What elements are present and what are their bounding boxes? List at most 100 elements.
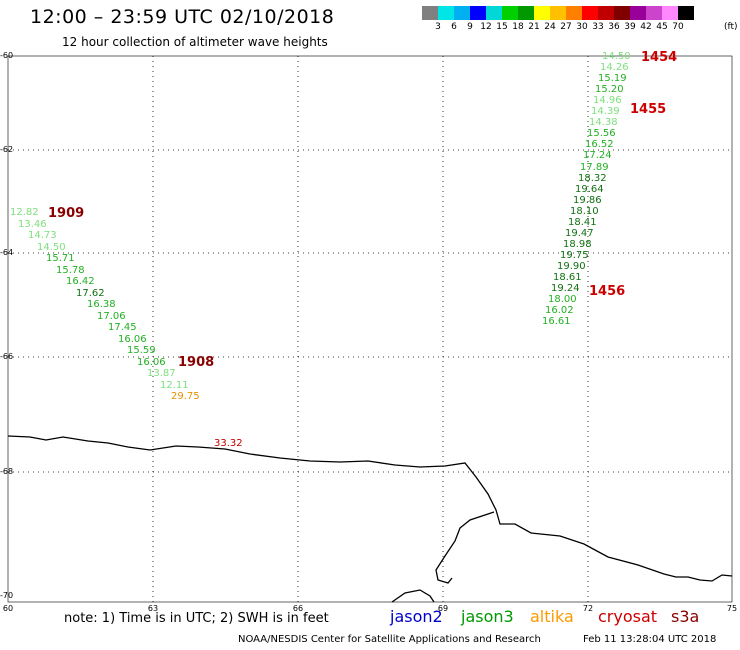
latitude-label: -64 bbox=[0, 248, 14, 257]
wave-height-obs: 17.45 bbox=[108, 322, 137, 333]
wave-height-obs: 14.50 bbox=[37, 241, 66, 253]
scale-label: 12 bbox=[480, 22, 492, 32]
wave-height-obs: 17.89 bbox=[580, 161, 609, 173]
longitude-label: 66 bbox=[292, 604, 304, 613]
scale-label: 6 bbox=[451, 22, 457, 32]
wave-height-obs: 29.75 bbox=[171, 391, 200, 402]
scale-swatch bbox=[598, 6, 614, 20]
scale-swatch bbox=[518, 6, 534, 20]
wave-height-obs: 19.75 bbox=[560, 249, 589, 261]
scale-swatch bbox=[646, 6, 662, 20]
wave-height-obs: 14.50 bbox=[602, 51, 631, 62]
scale-swatch bbox=[630, 6, 646, 20]
wave-height-obs: 19.64 bbox=[575, 183, 604, 195]
wave-height-obs: 15.19 bbox=[598, 73, 627, 85]
scale-label: 15 bbox=[496, 22, 508, 32]
scale-swatch bbox=[438, 6, 454, 20]
longitude-label: 60 bbox=[2, 604, 14, 613]
wave-height-obs: 16.02 bbox=[545, 305, 574, 317]
pass-time-label: 1454 bbox=[641, 50, 678, 65]
pass-time-label: 1456 bbox=[589, 284, 626, 299]
antarctic-coastline bbox=[7, 435, 733, 582]
credit-line: NOAA/NESDIS Center for Satellite Applica… bbox=[238, 634, 541, 645]
wave-height-obs: 14.26 bbox=[600, 62, 629, 74]
footer-note: note: 1) Time is in UTC; 2) SWH is in fe… bbox=[64, 611, 329, 626]
scale-swatch bbox=[582, 6, 598, 20]
scale-label: 18 bbox=[512, 22, 524, 32]
wave-height-obs: 14.39 bbox=[591, 106, 620, 118]
wave-height-obs: 18.10 bbox=[570, 205, 599, 217]
scale-label: 33 bbox=[592, 22, 604, 32]
scale-unit: (ft) bbox=[724, 22, 738, 32]
legend-cryosat: cryosat bbox=[598, 607, 658, 626]
wave-height-obs: 12.82 bbox=[10, 207, 39, 218]
color-scale-labels: 3 6 9 12 15 18 21 24 27 30 33 36 39 42 45 70 bbox=[422, 22, 740, 36]
scale-label: 39 bbox=[624, 22, 636, 32]
scale-label: 42 bbox=[640, 22, 652, 32]
scale-label: 36 bbox=[608, 22, 620, 32]
wave-height-obs: 19.47 bbox=[565, 227, 594, 239]
wave-height-obs: 14.38 bbox=[589, 117, 618, 129]
legend-s3a: s3a bbox=[671, 607, 700, 626]
wave-height-obs: 16.52 bbox=[585, 139, 614, 151]
map-frame bbox=[7, 55, 733, 603]
wave-height-obs: 17.62 bbox=[76, 287, 105, 299]
coast-observation: 33.32 bbox=[214, 438, 243, 449]
scale-swatch bbox=[550, 6, 566, 20]
scale-label: 30 bbox=[576, 22, 588, 32]
wave-height-obs: 13.87 bbox=[147, 368, 176, 379]
wave-height-obs: 15.20 bbox=[595, 84, 624, 96]
scale-swatch bbox=[614, 6, 630, 20]
wave-height-obs: 18.41 bbox=[568, 216, 597, 228]
color-scale bbox=[422, 6, 694, 20]
coastline-south bbox=[391, 589, 435, 603]
latitude-label: -62 bbox=[0, 145, 14, 154]
scale-swatch bbox=[566, 6, 582, 20]
map-subtitle: 12 hour collection of altimeter wave hei… bbox=[62, 35, 328, 49]
wave-height-obs: 16.38 bbox=[87, 299, 116, 310]
wave-height-obs: 19.24 bbox=[551, 283, 580, 295]
scale-label: 24 bbox=[544, 22, 556, 32]
scale-swatch bbox=[678, 6, 694, 20]
wave-height-obs: 17.06 bbox=[97, 310, 126, 322]
wave-height-obs: 12.11 bbox=[160, 379, 189, 391]
scale-label: 45 bbox=[656, 22, 668, 32]
scale-label: 70 bbox=[672, 22, 684, 32]
wave-height-obs: 15.71 bbox=[46, 253, 75, 264]
wave-height-obs: 15.59 bbox=[127, 345, 156, 356]
wave-height-obs: 17.24 bbox=[583, 150, 612, 162]
pass-time-label: 1455 bbox=[630, 102, 667, 117]
scale-swatch bbox=[422, 6, 438, 20]
latitude-label: -66 bbox=[0, 352, 14, 361]
scale-label: 9 bbox=[467, 22, 473, 32]
latitude-label: -68 bbox=[0, 467, 14, 476]
scale-label: 3 bbox=[435, 22, 441, 32]
wave-height-obs: 18.98 bbox=[563, 238, 592, 250]
wave-height-obs: 15.56 bbox=[587, 128, 616, 140]
legend-altika: altika bbox=[530, 607, 574, 626]
wave-height-obs: 16.42 bbox=[66, 276, 95, 287]
wave-height-obs: 13.46 bbox=[18, 218, 47, 230]
wave-height-obs: 19.86 bbox=[573, 194, 602, 206]
wave-height-obs: 18.00 bbox=[548, 294, 577, 306]
wave-height-obs: 18.32 bbox=[578, 172, 607, 184]
wave-height-obs: 16.06 bbox=[137, 356, 166, 368]
scale-swatch bbox=[470, 6, 486, 20]
scale-label: 21 bbox=[528, 22, 540, 32]
wave-height-obs: 16.06 bbox=[118, 333, 147, 345]
scale-swatch bbox=[486, 6, 502, 20]
wave-height-obs: 14.73 bbox=[28, 230, 57, 241]
graticule bbox=[8, 56, 732, 602]
legend-jason2: jason2 bbox=[390, 607, 443, 626]
longitude-label: 75 bbox=[726, 604, 738, 613]
longitude-label: 72 bbox=[582, 604, 594, 613]
wave-height-obs: 15.78 bbox=[56, 264, 85, 276]
generated-timestamp: Feb 11 13:28:04 UTC 2018 bbox=[583, 634, 717, 645]
wave-height-obs: 19.90 bbox=[557, 260, 586, 272]
latitude-label: -60 bbox=[0, 51, 14, 60]
map-title: 12:00 – 23:59 UTC 02/10/2018 bbox=[30, 6, 335, 28]
longitude-label: 63 bbox=[147, 604, 159, 613]
wave-height-obs: 14.96 bbox=[593, 95, 622, 107]
wave-height-obs: 16.61 bbox=[542, 316, 571, 328]
coastline-inlet bbox=[435, 511, 495, 584]
